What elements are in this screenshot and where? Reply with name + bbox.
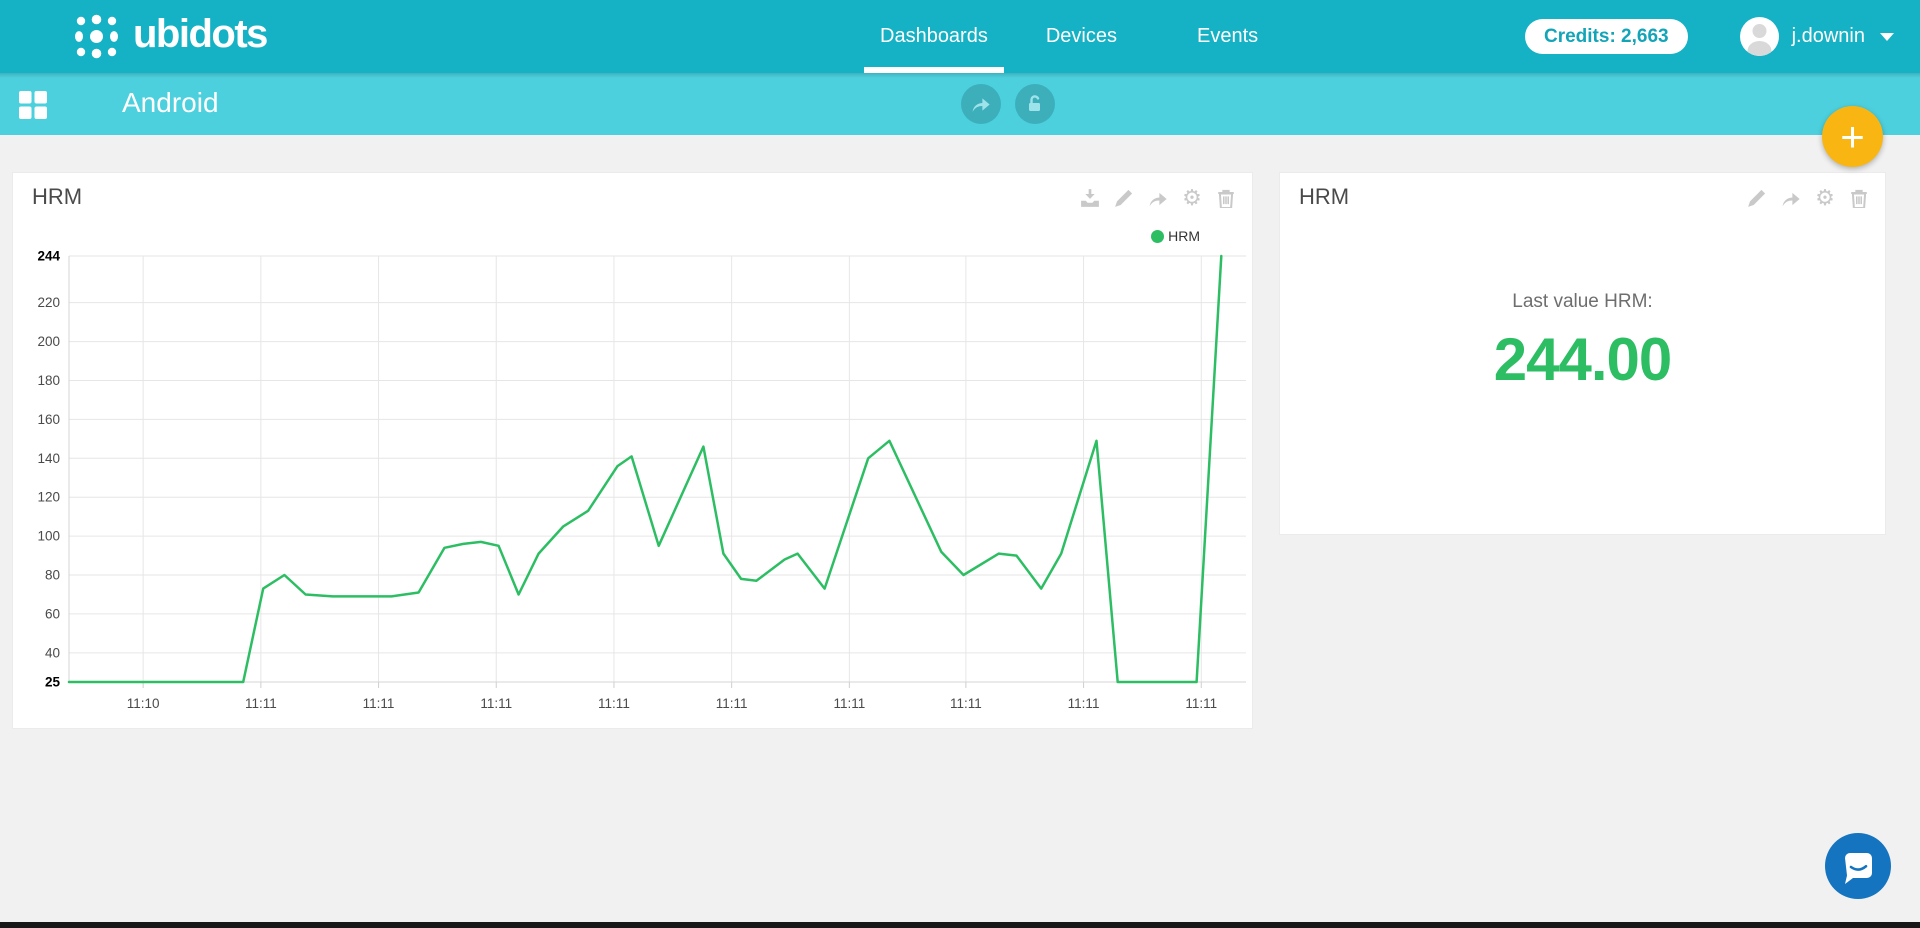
unlock-icon: [1025, 94, 1045, 114]
chart-gridlines: [69, 256, 1246, 682]
brand-name: ubidots: [133, 14, 267, 60]
chart-axes: [69, 256, 1246, 688]
svg-text:11:11: 11:11: [245, 696, 277, 711]
top-navbar: ubidots Dashboards Devices Events Credit…: [0, 0, 1920, 73]
svg-text:11:11: 11:11: [1068, 696, 1100, 711]
chart-axis-labels: 244 220 200 180 160 140 120 100 80 60 40 25 11:10 11:…: [37, 249, 1217, 712]
widget-title: HRM: [1299, 184, 1349, 210]
svg-text:11:11: 11:11: [480, 696, 512, 711]
last-value-block: Last value HRM: 244.00: [1280, 291, 1885, 394]
person-silhouette-icon: [1740, 17, 1779, 56]
svg-text:11:11: 11:11: [1185, 696, 1217, 711]
svg-text:11:11: 11:11: [716, 696, 748, 711]
svg-text:220: 220: [37, 295, 60, 310]
svg-text:140: 140: [37, 451, 60, 466]
svg-text:11:10: 11:10: [127, 696, 160, 711]
delete-icon[interactable]: [1849, 188, 1869, 208]
hrm-chart-widget: HRM: [12, 172, 1253, 729]
username: j.downin: [1792, 25, 1865, 48]
dashboard-header-bar: Android: [0, 73, 1920, 135]
dashboard-canvas: HRM: [0, 135, 1920, 922]
share-arrow-icon: [971, 95, 991, 113]
hrm-value-widget: HRM ⚙: [1279, 172, 1886, 535]
svg-text:11:11: 11:11: [598, 696, 630, 711]
share-icon[interactable]: [1781, 188, 1801, 208]
nav-tab-devices[interactable]: Devices: [1026, 0, 1137, 73]
add-widget-fab[interactable]: +: [1822, 106, 1883, 167]
hrm-line-chart[interactable]: 244 220 200 180 160 140 120 100 80 60 40 25 11:10 11:…: [13, 173, 1254, 730]
svg-text:11:11: 11:11: [833, 696, 865, 711]
widget-toolbar: ⚙: [1747, 188, 1869, 208]
svg-text:40: 40: [45, 645, 60, 660]
hrm-series-line: [69, 256, 1221, 682]
navbar-right: Credits: 2,663 j.downin: [1525, 17, 1920, 56]
chevron-down-icon: [1880, 33, 1894, 41]
settings-icon[interactable]: ⚙: [1815, 188, 1835, 208]
svg-text:244: 244: [37, 249, 60, 264]
lock-dashboard-button[interactable]: [1015, 84, 1055, 124]
svg-text:11:11: 11:11: [950, 696, 982, 711]
svg-text:80: 80: [45, 568, 60, 583]
last-value-label: Last value HRM:: [1280, 291, 1885, 313]
edit-icon[interactable]: [1747, 188, 1767, 208]
dashboard-title: Android: [122, 87, 219, 119]
svg-text:120: 120: [37, 490, 60, 505]
nav-tab-dashboards[interactable]: Dashboards: [860, 0, 1008, 73]
nav-tab-events[interactable]: Events: [1177, 0, 1278, 73]
svg-text:160: 160: [37, 412, 60, 427]
svg-text:11:11: 11:11: [363, 696, 395, 711]
svg-text:180: 180: [37, 373, 60, 388]
dashboards-grid-icon[interactable]: [19, 91, 47, 119]
svg-text:25: 25: [45, 675, 61, 690]
bottom-edge-bar: [0, 922, 1920, 928]
ubidots-logo[interactable]: ubidots: [74, 14, 267, 60]
share-dashboard-button[interactable]: [961, 84, 1001, 124]
svg-text:200: 200: [37, 334, 60, 349]
dashboard-actions: [961, 84, 1055, 124]
user-menu[interactable]: j.downin: [1740, 17, 1894, 56]
intercom-chat-launcher[interactable]: [1825, 833, 1891, 899]
ubidots-dots-icon: [74, 14, 119, 59]
main-nav: Dashboards Devices Events: [860, 0, 1278, 73]
avatar: [1740, 17, 1779, 56]
credits-badge[interactable]: Credits: 2,663: [1525, 19, 1688, 54]
chat-bubble-icon: [1825, 833, 1891, 899]
svg-text:100: 100: [37, 529, 60, 544]
last-value-number: 244.00: [1280, 325, 1885, 394]
svg-text:60: 60: [45, 606, 60, 621]
